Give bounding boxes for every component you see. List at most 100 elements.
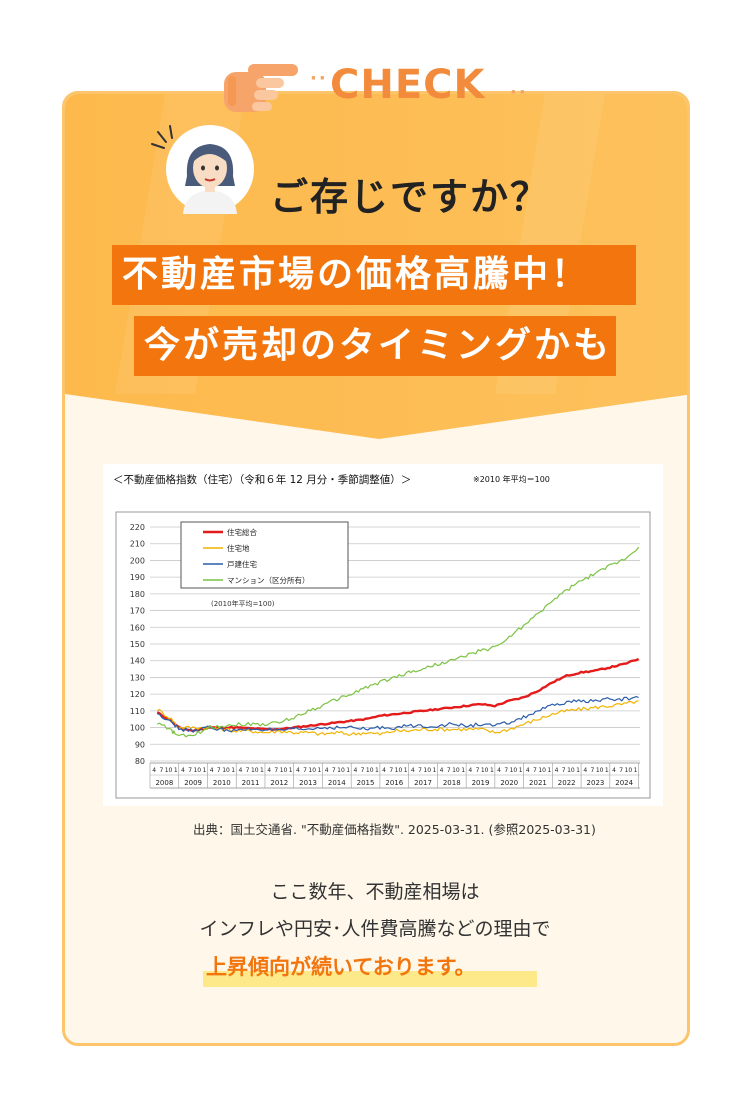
x-month-label: 1 [547,767,551,774]
x-year-label: 2022 [558,779,576,787]
x-month-label: 10 [222,767,230,774]
legend-label: 住宅地 [227,543,250,553]
x-month-label: 7 [332,767,336,774]
x-month-label: 7 [533,767,537,774]
x-month-label: 4 [440,767,444,774]
x-month-label: 10 [308,767,316,774]
y-tick-label: 200 [130,556,145,565]
x-month-label: 1 [375,767,379,774]
x-month-label: 7 [476,767,480,774]
x-month-label: 10 [567,767,575,774]
x-year-label: 2018 [443,779,461,787]
series-line [156,657,640,733]
x-year-label: 2014 [328,779,346,787]
x-month-label: 1 [605,767,609,774]
y-tick-label: 80 [135,757,145,766]
body-line-3-highlight: 上昇傾向が続いております。 [206,955,476,979]
x-month-label: 10 [165,767,173,774]
x-month-label: 4 [526,767,530,774]
y-tick-label: 220 [130,523,145,532]
x-year-label: 2010 [213,779,231,787]
body-line-2: インフレや円安･人件費高騰などの理由で [199,918,551,940]
x-month-label: 7 [246,767,250,774]
x-month-label: 10 [366,767,374,774]
x-month-label: 4 [382,767,386,774]
x-year-label: 2017 [414,779,432,787]
x-month-label: 4 [468,767,472,774]
y-tick-label: 210 [130,540,145,549]
legend-label: 戸建住宅 [227,559,257,569]
chart-title: ＜不動産価格指数（住宅）（令和６年 12 月分・季節調整値）＞ [113,474,412,486]
question-heading: ご存じですか？ [270,175,551,219]
chart-inner-note: (2010年平均=100) [211,599,275,608]
x-month-label: 7 [389,767,393,774]
legend-label: マンション（区分所有） [227,575,310,585]
x-month-label: 10 [395,767,403,774]
x-month-label: 7 [619,767,623,774]
y-tick-label: 110 [130,707,145,716]
chart-svg: 8090100110120130140150160170180190200210… [115,511,651,799]
x-month-label: 1 [634,767,638,774]
x-month-label: 1 [318,767,322,774]
pointing-hand-icon [224,64,298,112]
x-month-label: 10 [452,767,460,774]
series-line [156,700,639,736]
x-month-label: 1 [432,767,436,774]
y-tick-label: 190 [130,573,145,582]
body-line-1: ここ数年、不動産相場は [270,881,480,903]
surprise-marks-icon [151,125,173,149]
x-year-label: 2008 [155,779,173,787]
source-citation: 出典：国土交通省. "不動産価格指数". 2025-03-31. (参照2025… [193,822,596,837]
x-month-label: 1 [346,767,350,774]
y-tick-label: 180 [130,590,145,599]
check-label: CHECK [330,62,486,108]
check-header: ·· CHECK ·· [218,54,548,118]
x-year-label: 2019 [472,779,490,787]
x-month-label: 10 [280,767,288,774]
y-tick-label: 130 [130,673,145,682]
x-month-label: 10 [510,767,518,774]
x-month-label: 7 [303,767,307,774]
x-month-label: 1 [404,767,408,774]
x-year-label: 2023 [587,779,605,787]
x-month-label: 7 [418,767,422,774]
y-tick-label: 160 [130,623,145,632]
x-month-label: 7 [447,767,451,774]
x-year-label: 2016 [385,779,403,787]
check-dots-right: ·· [510,82,528,103]
x-year-label: 2020 [500,779,518,787]
x-year-label: 2015 [357,779,375,787]
x-month-label: 7 [217,767,221,774]
x-month-label: 4 [181,767,185,774]
x-month-label: 10 [423,767,431,774]
x-month-label: 1 [289,767,293,774]
x-month-label: 4 [210,767,214,774]
x-month-label: 10 [251,767,259,774]
x-month-label: 4 [497,767,501,774]
x-month-label: 1 [490,767,494,774]
price-index-chart: 80 90 100 110 120 130 140 150 160 170 180 190 200 210… [103,464,663,806]
x-month-label: 4 [325,767,329,774]
x-month-label: 10 [538,767,546,774]
x-month-label: 10 [596,767,604,774]
x-month-label: 10 [625,767,633,774]
x-year-label: 2024 [615,779,633,787]
x-year-label: 2013 [299,779,317,787]
y-tick-label: 90 [135,740,145,749]
x-month-label: 1 [174,767,178,774]
banner-line-2: 今が売却のタイミングかも [134,316,616,376]
x-month-label: 7 [504,767,508,774]
y-tick-label: 140 [130,657,145,666]
series-line [156,546,640,738]
y-tick-label: 100 [130,724,145,733]
x-month-label: 4 [238,767,242,774]
x-month-label: 4 [152,767,156,774]
chart-note: ※2010 年平均＝100 [473,475,550,484]
x-month-label: 1 [461,767,465,774]
x-month-label: 4 [296,767,300,774]
x-month-label: 1 [231,767,235,774]
legend-label: 住宅総合 [227,527,257,537]
x-month-label: 7 [361,767,365,774]
series-line [157,696,639,733]
x-month-label: 4 [411,767,415,774]
